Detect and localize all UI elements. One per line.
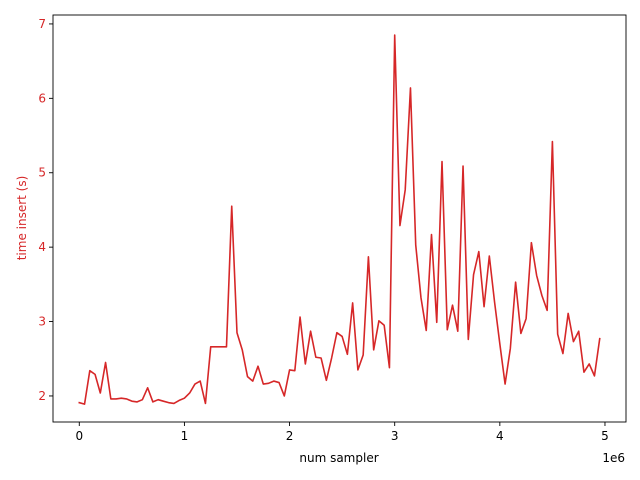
- y-tick-label: 2: [38, 389, 46, 403]
- y-tick-label: 6: [38, 91, 46, 105]
- x-tick-label: 1: [181, 429, 189, 443]
- y-tick-label: 3: [38, 315, 46, 329]
- x-tick-label: 0: [75, 429, 83, 443]
- axes: 0 1 2 3 4 5 2 3 4 5 6 7: [38, 14, 627, 443]
- y-tick-label: 7: [38, 17, 46, 31]
- x-axis-offset-label: 1e6: [602, 451, 625, 465]
- x-axis-title: num sampler: [299, 451, 378, 465]
- y-axis-title: time insert (s): [15, 176, 29, 261]
- plot-area: [78, 34, 601, 405]
- y-tick-label: 4: [38, 240, 46, 254]
- x-tick-label: 4: [496, 429, 504, 443]
- series-line-0: [78, 34, 601, 405]
- x-tick-label: 3: [391, 429, 399, 443]
- axes-frame: [52, 14, 627, 423]
- x-tick-label: 2: [286, 429, 294, 443]
- y-tick-label: 5: [38, 166, 46, 180]
- x-tick-label: 5: [601, 429, 609, 443]
